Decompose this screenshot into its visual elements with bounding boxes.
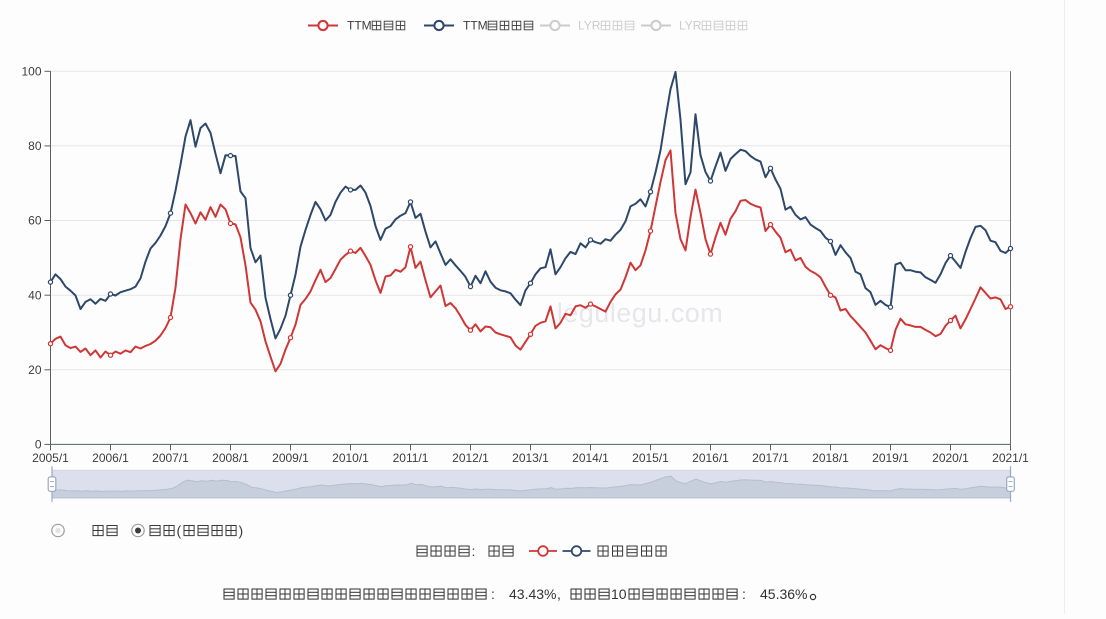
svg-text::: : [742, 586, 746, 602]
svg-text:2009/1: 2009/1 [272, 451, 309, 465]
svg-text:2014/1: 2014/1 [572, 451, 609, 465]
svg-text:(: ( [177, 523, 182, 539]
svg-text:80: 80 [28, 139, 42, 153]
svg-text:LYR: LYR [578, 19, 601, 33]
svg-text:2012/1: 2012/1 [452, 451, 489, 465]
svg-text:0: 0 [35, 438, 42, 452]
svg-text:2011/1: 2011/1 [393, 451, 429, 465]
svg-text:2015/1: 2015/1 [632, 451, 669, 465]
svg-text::: : [472, 543, 476, 559]
svg-text:2019/1: 2019/1 [872, 451, 909, 465]
svg-text:2010/1: 2010/1 [332, 451, 369, 465]
svg-text:LYR: LYR [679, 19, 702, 33]
svg-text:2005/1: 2005/1 [32, 451, 69, 465]
svg-text:2013/1: 2013/1 [512, 451, 549, 465]
svg-text:TTM: TTM [463, 19, 488, 33]
svg-text:2006/1: 2006/1 [92, 451, 129, 465]
svg-text::: : [491, 586, 495, 602]
svg-text:,: , [557, 586, 561, 602]
svg-text:legulegu.com: legulegu.com [557, 298, 724, 328]
svg-text:10: 10 [611, 586, 627, 602]
svg-text:2008/1: 2008/1 [212, 451, 249, 465]
svg-text:60: 60 [28, 214, 42, 228]
svg-text:40: 40 [28, 288, 42, 302]
svg-text:20: 20 [28, 363, 42, 377]
svg-text:): ) [239, 523, 244, 539]
svg-text:TTM: TTM [347, 19, 372, 33]
svg-text:2021/1: 2021/1 [992, 451, 1029, 465]
svg-text:2016/1: 2016/1 [692, 451, 729, 465]
svg-text:43.43%: 43.43% [509, 586, 556, 602]
svg-text:2018/1: 2018/1 [812, 451, 849, 465]
svg-text:2017/1: 2017/1 [752, 451, 789, 465]
svg-text:100: 100 [21, 65, 41, 79]
svg-text:2007/1: 2007/1 [152, 451, 189, 465]
svg-text:45.36%: 45.36% [760, 586, 807, 602]
svg-text:2020/1: 2020/1 [932, 451, 969, 465]
